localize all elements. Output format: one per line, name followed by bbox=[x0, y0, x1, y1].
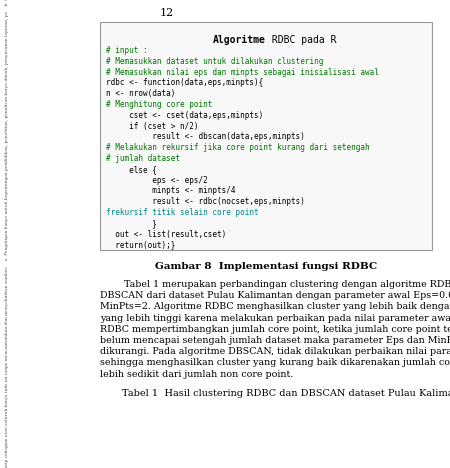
Text: frekursif titik selain core point: frekursif titik selain core point bbox=[106, 208, 259, 217]
Text: }: } bbox=[106, 219, 157, 228]
Text: sehingga menghasilkan cluster yang kurang baik dikarenakan jumlah core point: sehingga menghasilkan cluster yang kuran… bbox=[100, 358, 450, 367]
Text: # jumlah dataset: # jumlah dataset bbox=[106, 154, 180, 163]
Text: 12: 12 bbox=[160, 8, 174, 18]
Text: belum mencapai setengah jumlah dataset maka parameter Eps dan MinPts akan: belum mencapai setengah jumlah dataset m… bbox=[100, 336, 450, 345]
Text: eps <- eps/2: eps <- eps/2 bbox=[106, 176, 208, 184]
Text: DBSCAN dari dataset Pulau Kalimantan dengan parameter awal Eps=0.009 dan: DBSCAN dari dataset Pulau Kalimantan den… bbox=[100, 291, 450, 300]
FancyBboxPatch shape bbox=[100, 22, 432, 250]
Text: Algoritme: Algoritme bbox=[213, 35, 266, 45]
Text: cset <- cset(data,eps,minpts): cset <- cset(data,eps,minpts) bbox=[106, 111, 263, 120]
Text: n <- nrow(data): n <- nrow(data) bbox=[106, 89, 176, 98]
Text: result <- dbscan(data,eps,minpts): result <- dbscan(data,eps,minpts) bbox=[106, 132, 305, 141]
Text: result <- rdbc(nocset,eps,minpts): result <- rdbc(nocset,eps,minpts) bbox=[106, 197, 305, 206]
Text: Tabel 1  Hasil clustering RDBC dan DBSCAN dataset Pulau Kalimantan: Tabel 1 Hasil clustering RDBC dan DBSCAN… bbox=[122, 389, 450, 398]
Text: Gambar 8  Implementasi fungsi RDBC: Gambar 8 Implementasi fungsi RDBC bbox=[155, 262, 377, 271]
Text: Hak Cipta Dilindungi Undang-Undang    1. Dilarang mengutip sebagian atau seluruh: Hak Cipta Dilindungi Undang-Undang 1. Di… bbox=[5, 0, 9, 468]
Text: # Melakukan rekursif jika core point kurang dari setengah: # Melakukan rekursif jika core point kur… bbox=[106, 143, 369, 152]
Text: else {: else { bbox=[106, 165, 157, 174]
Text: out <- list(result,cset): out <- list(result,cset) bbox=[106, 230, 226, 239]
Text: # Memasukkan dataset untuk dilakukan clustering: # Memasukkan dataset untuk dilakukan clu… bbox=[106, 57, 324, 66]
Text: Tabel 1 merupakan perbandingan clustering dengan algoritme RDBC dan: Tabel 1 merupakan perbandingan clusterin… bbox=[100, 280, 450, 289]
Text: # Memasukkan nilai eps dan minpts sebagai inisialisasi awal: # Memasukkan nilai eps dan minpts sebaga… bbox=[106, 67, 379, 77]
Text: RDBC mempertimbangkan jumlah core point, ketika jumlah core point tersebut: RDBC mempertimbangkan jumlah core point,… bbox=[100, 325, 450, 334]
Text: yang lebih tinggi karena melakukan perbaikan pada nilai parameter awal. Algoritm: yang lebih tinggi karena melakukan perba… bbox=[100, 314, 450, 322]
Text: return(out);}: return(out);} bbox=[106, 241, 176, 249]
Text: rdbc <- function(data,eps,minpts){: rdbc <- function(data,eps,minpts){ bbox=[106, 79, 263, 88]
Text: RDBC pada R: RDBC pada R bbox=[266, 35, 337, 45]
Text: # input :: # input : bbox=[106, 46, 148, 55]
Text: # Menghitung core point: # Menghitung core point bbox=[106, 100, 212, 109]
Text: lebih sedikit dari jumlah non core point.: lebih sedikit dari jumlah non core point… bbox=[100, 370, 293, 379]
Text: if (cset > n/2): if (cset > n/2) bbox=[106, 122, 198, 131]
Text: MinPts=2. Algoritme RDBC menghasilkan cluster yang lebih baik dengan nilai SC: MinPts=2. Algoritme RDBC menghasilkan cl… bbox=[100, 302, 450, 311]
Text: dikurangi. Pada algoritme DBSCAN, tidak dilakukan perbaikan nilai parameter,: dikurangi. Pada algoritme DBSCAN, tidak … bbox=[100, 347, 450, 356]
Text: minpts <- minpts/4: minpts <- minpts/4 bbox=[106, 186, 235, 196]
